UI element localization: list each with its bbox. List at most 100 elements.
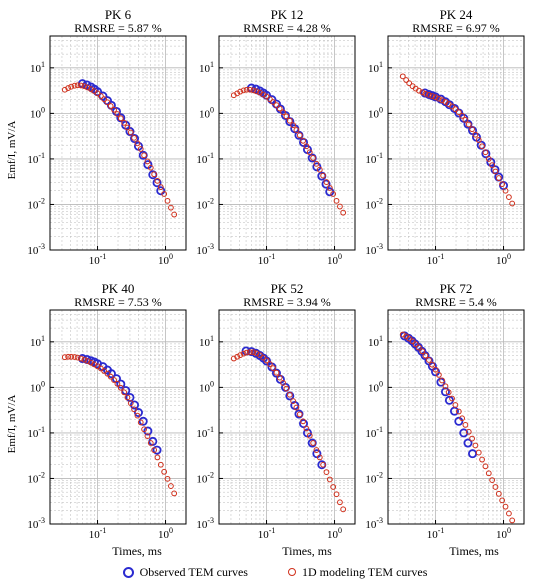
modeled-point [479, 143, 485, 150]
modeled-point [489, 162, 496, 169]
modeled-point [243, 86, 250, 93]
plot-frame [218, 35, 356, 251]
modeled-point [472, 442, 479, 449]
modeled-point [121, 119, 128, 126]
chart-title: PK 52 [271, 281, 304, 296]
y-tick-label: 10-2 [196, 470, 214, 485]
modeled-point [111, 106, 117, 113]
observed-marker-icon [122, 566, 134, 578]
plot-frame [387, 309, 525, 525]
modeled-point [459, 415, 466, 422]
modeled-point [247, 86, 253, 93]
modeled-point [127, 129, 134, 136]
modeled-point [243, 349, 250, 356]
modeled-point [409, 338, 416, 345]
modeled-point [168, 204, 174, 211]
modeled-point [81, 83, 88, 90]
modeled-point [296, 132, 303, 139]
modeled-point [330, 191, 337, 197]
x-axis-label-right: Times, ms [449, 544, 499, 558]
x-tick-label: 10-1 [427, 526, 445, 541]
modeled-point [107, 373, 114, 380]
modeled-point [406, 80, 413, 87]
modeled-point [506, 194, 512, 201]
x-axis-label-left: Times, ms [112, 544, 162, 558]
modeled-point [506, 510, 512, 517]
modeled-point [65, 353, 72, 360]
modeled-point [429, 361, 435, 368]
observed-point [459, 428, 469, 438]
chart-title: PK 72 [440, 281, 473, 296]
observed-point [156, 186, 166, 196]
modeled-point [330, 484, 337, 490]
modeled-point [253, 88, 260, 95]
modeled-point [290, 122, 297, 129]
y-tick-label: 100 [30, 105, 45, 120]
y-axis-label-top: Emf/I, mV/A [6, 120, 18, 180]
observed-point [271, 368, 281, 378]
modeled-point [154, 454, 161, 461]
chart-subtitle: RMSRE = 6.97 % [412, 21, 499, 35]
modeled-point [412, 341, 419, 348]
modeled-point [422, 352, 429, 359]
y-tick-label: 10-3 [27, 242, 45, 257]
modeled-point [432, 366, 439, 373]
modeled-point [266, 96, 273, 103]
modeled-point [455, 109, 462, 116]
modeled-point [435, 371, 442, 378]
modeled-point [273, 369, 280, 376]
modeled-point [81, 356, 88, 363]
modeled-point [240, 350, 247, 357]
modeled-point [320, 172, 327, 179]
y-tick-label: 10-1 [27, 151, 45, 166]
modeled-point [337, 499, 343, 506]
modeled-point [310, 155, 316, 161]
modeled-point [293, 404, 300, 411]
x-tick-label: 100 [327, 252, 342, 267]
observed-point [143, 160, 153, 170]
modeled-point [403, 77, 410, 83]
modeled-point [117, 384, 124, 391]
modeled-point [286, 117, 293, 124]
modeled-point [280, 109, 286, 116]
modeled-point [283, 113, 290, 120]
y-tick-label: 101 [30, 334, 45, 349]
modeled-point [247, 349, 253, 356]
y-tick-label: 101 [368, 60, 383, 75]
plot-frame [49, 309, 187, 525]
modeled-point [263, 357, 270, 364]
y-tick-label: 10-3 [365, 516, 383, 531]
y-tick-label: 10-1 [196, 151, 214, 166]
modeled-point [462, 116, 469, 123]
modeled-point [101, 368, 108, 374]
observed-point [431, 367, 441, 377]
modeled-point [465, 428, 472, 435]
observed-point [312, 449, 322, 459]
modeled-point [234, 353, 241, 360]
modeled-point [101, 96, 108, 103]
modeled-point [303, 143, 310, 150]
modeled-point [270, 99, 277, 105]
modeled-point [419, 348, 426, 355]
modeled-point [449, 395, 455, 402]
y-tick-label: 100 [30, 379, 45, 394]
modeled-point [68, 83, 75, 90]
y-tick-label: 10-2 [27, 196, 45, 211]
y-tick-label: 10-1 [27, 425, 45, 440]
modeled-point [234, 90, 241, 97]
modeled-point [171, 490, 178, 497]
modeled-point [475, 449, 482, 456]
plot-frame [218, 309, 356, 525]
modeled-point [111, 377, 117, 383]
modeled-point [509, 200, 516, 207]
observed-point [133, 408, 143, 418]
y-tick-label: 100 [368, 379, 383, 394]
chart-title: PK 6 [105, 7, 132, 22]
modeled-point [144, 433, 151, 440]
y-tick-label: 10-3 [196, 242, 214, 257]
modeled-point [439, 377, 446, 384]
modeled-point [124, 124, 131, 131]
modeled-point [469, 126, 476, 133]
